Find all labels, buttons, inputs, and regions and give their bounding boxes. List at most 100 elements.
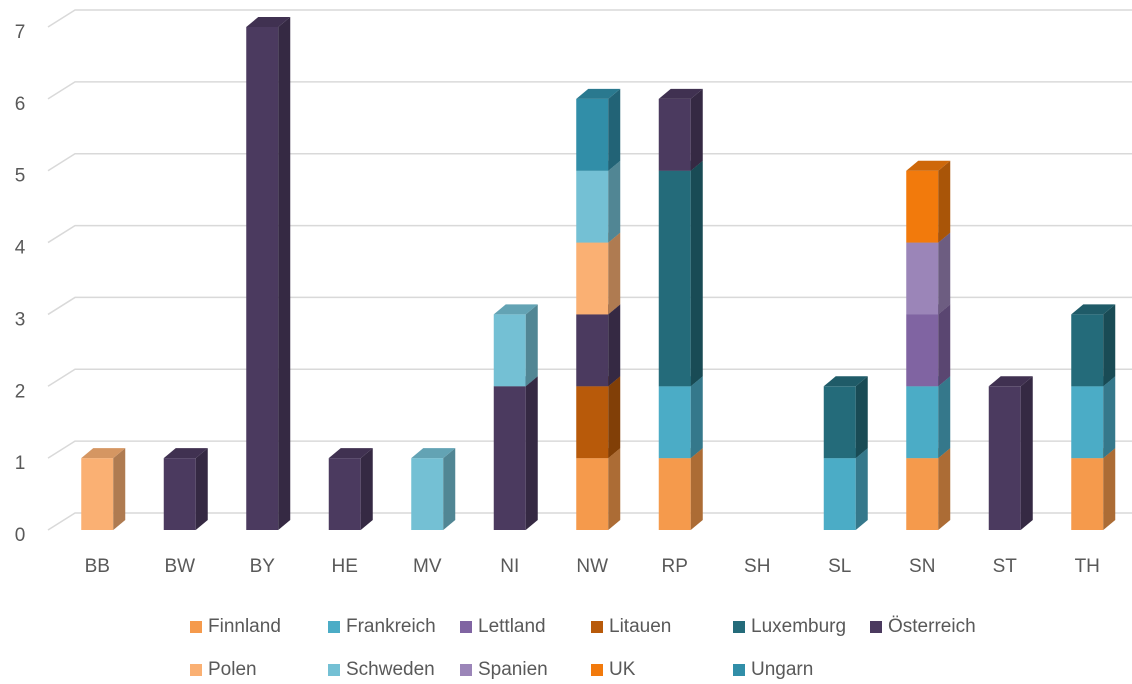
- x-tick-label: BY: [250, 556, 276, 577]
- bar-top: [823, 376, 868, 387]
- bar-front: [328, 458, 361, 530]
- bar-side: [1020, 376, 1033, 530]
- bar: [411, 448, 456, 530]
- legend-swatch: [328, 621, 340, 633]
- bar: [81, 448, 126, 530]
- legend-swatch: [733, 664, 745, 676]
- x-tick-label: ST: [993, 556, 1018, 577]
- x-tick-label: NW: [576, 556, 608, 577]
- bar: [906, 232, 951, 315]
- bar-side: [938, 448, 951, 530]
- bar-side: [938, 304, 951, 387]
- bar-side: [608, 448, 621, 530]
- bar-front: [658, 458, 691, 530]
- bar-front: [493, 386, 526, 530]
- y-tick-label: 1: [15, 453, 26, 474]
- bar: [246, 17, 291, 530]
- bar: [163, 448, 208, 530]
- bar: [906, 448, 951, 530]
- legend-label: UK: [609, 659, 636, 680]
- legend-swatch: [733, 621, 745, 633]
- bar-front: [576, 242, 609, 315]
- bar-top: [163, 448, 208, 459]
- x-tick-label: SL: [828, 556, 851, 577]
- legend-label: Luxemburg: [751, 616, 846, 637]
- grid-line: [47, 296, 1132, 316]
- y-tick-label: 4: [15, 238, 26, 259]
- legend-swatch: [460, 621, 472, 633]
- grid-line: [47, 512, 1132, 531]
- legend-label: Ungarn: [751, 659, 813, 680]
- legend-swatch: [591, 621, 603, 633]
- bar-top: [246, 17, 291, 27]
- bar-front: [658, 386, 691, 459]
- x-tick-label: RP: [662, 556, 688, 577]
- legend-swatch: [190, 621, 202, 633]
- bar-side: [525, 376, 538, 530]
- x-tick-label: SH: [744, 556, 770, 577]
- bar-side: [690, 448, 703, 530]
- bar: [576, 160, 621, 243]
- grid-line: [47, 81, 1132, 100]
- bar-front: [906, 170, 939, 243]
- y-tick-label: 7: [15, 22, 26, 43]
- legend-label: Lettland: [478, 616, 546, 637]
- bar: [906, 160, 951, 243]
- bar-front: [576, 98, 609, 171]
- bar-front: [493, 314, 526, 387]
- x-tick-label: BW: [164, 556, 195, 577]
- x-tick-label: BB: [85, 556, 110, 577]
- bar: [658, 160, 703, 387]
- legend-label: Schweden: [346, 659, 435, 680]
- legend-swatch: [460, 664, 472, 676]
- bar-side: [938, 160, 951, 243]
- bar-top: [988, 376, 1033, 387]
- bar: [906, 376, 951, 459]
- bar-side: [938, 376, 951, 459]
- bar-front: [576, 314, 609, 387]
- bar-top: [493, 304, 538, 315]
- bar-side: [938, 232, 951, 315]
- bar-side: [113, 448, 126, 530]
- bar: [988, 376, 1033, 530]
- bar-front: [411, 458, 444, 530]
- bar-side: [1103, 376, 1116, 459]
- bar: [328, 448, 373, 530]
- x-tick-label: NI: [500, 556, 519, 577]
- bar-top: [658, 88, 703, 99]
- y-tick-label: 0: [15, 525, 26, 546]
- bar-side: [443, 448, 456, 530]
- bar-side: [690, 376, 703, 459]
- bar-side: [608, 160, 621, 243]
- bar: [658, 376, 703, 459]
- bar-front: [906, 314, 939, 387]
- bar: [576, 232, 621, 315]
- bar-top: [411, 448, 456, 459]
- bar-top: [576, 88, 621, 99]
- bar-front: [1071, 386, 1104, 459]
- bar-side: [608, 304, 621, 387]
- legend-label: Frankreich: [346, 616, 436, 637]
- grid-line: [47, 368, 1132, 387]
- y-tick-label: 5: [15, 166, 26, 187]
- bar-side: [360, 448, 373, 530]
- bar-side: [608, 376, 621, 459]
- bar: [1071, 376, 1116, 459]
- legend-swatch: [328, 664, 340, 676]
- bar-front: [988, 386, 1021, 530]
- bar: [576, 448, 621, 530]
- bar-top: [1071, 304, 1116, 315]
- bar: [823, 376, 868, 459]
- legend-label: Österreich: [888, 616, 976, 637]
- bar-side: [195, 448, 208, 530]
- bar-side: [855, 448, 868, 530]
- x-tick-label: TH: [1075, 556, 1100, 577]
- grid-line: [47, 9, 1132, 28]
- bar: [1071, 448, 1116, 530]
- bar-front: [906, 386, 939, 459]
- grid-line: [47, 224, 1132, 244]
- y-tick-label: 6: [15, 94, 26, 115]
- bar-front: [576, 170, 609, 243]
- bar-side: [1103, 304, 1116, 387]
